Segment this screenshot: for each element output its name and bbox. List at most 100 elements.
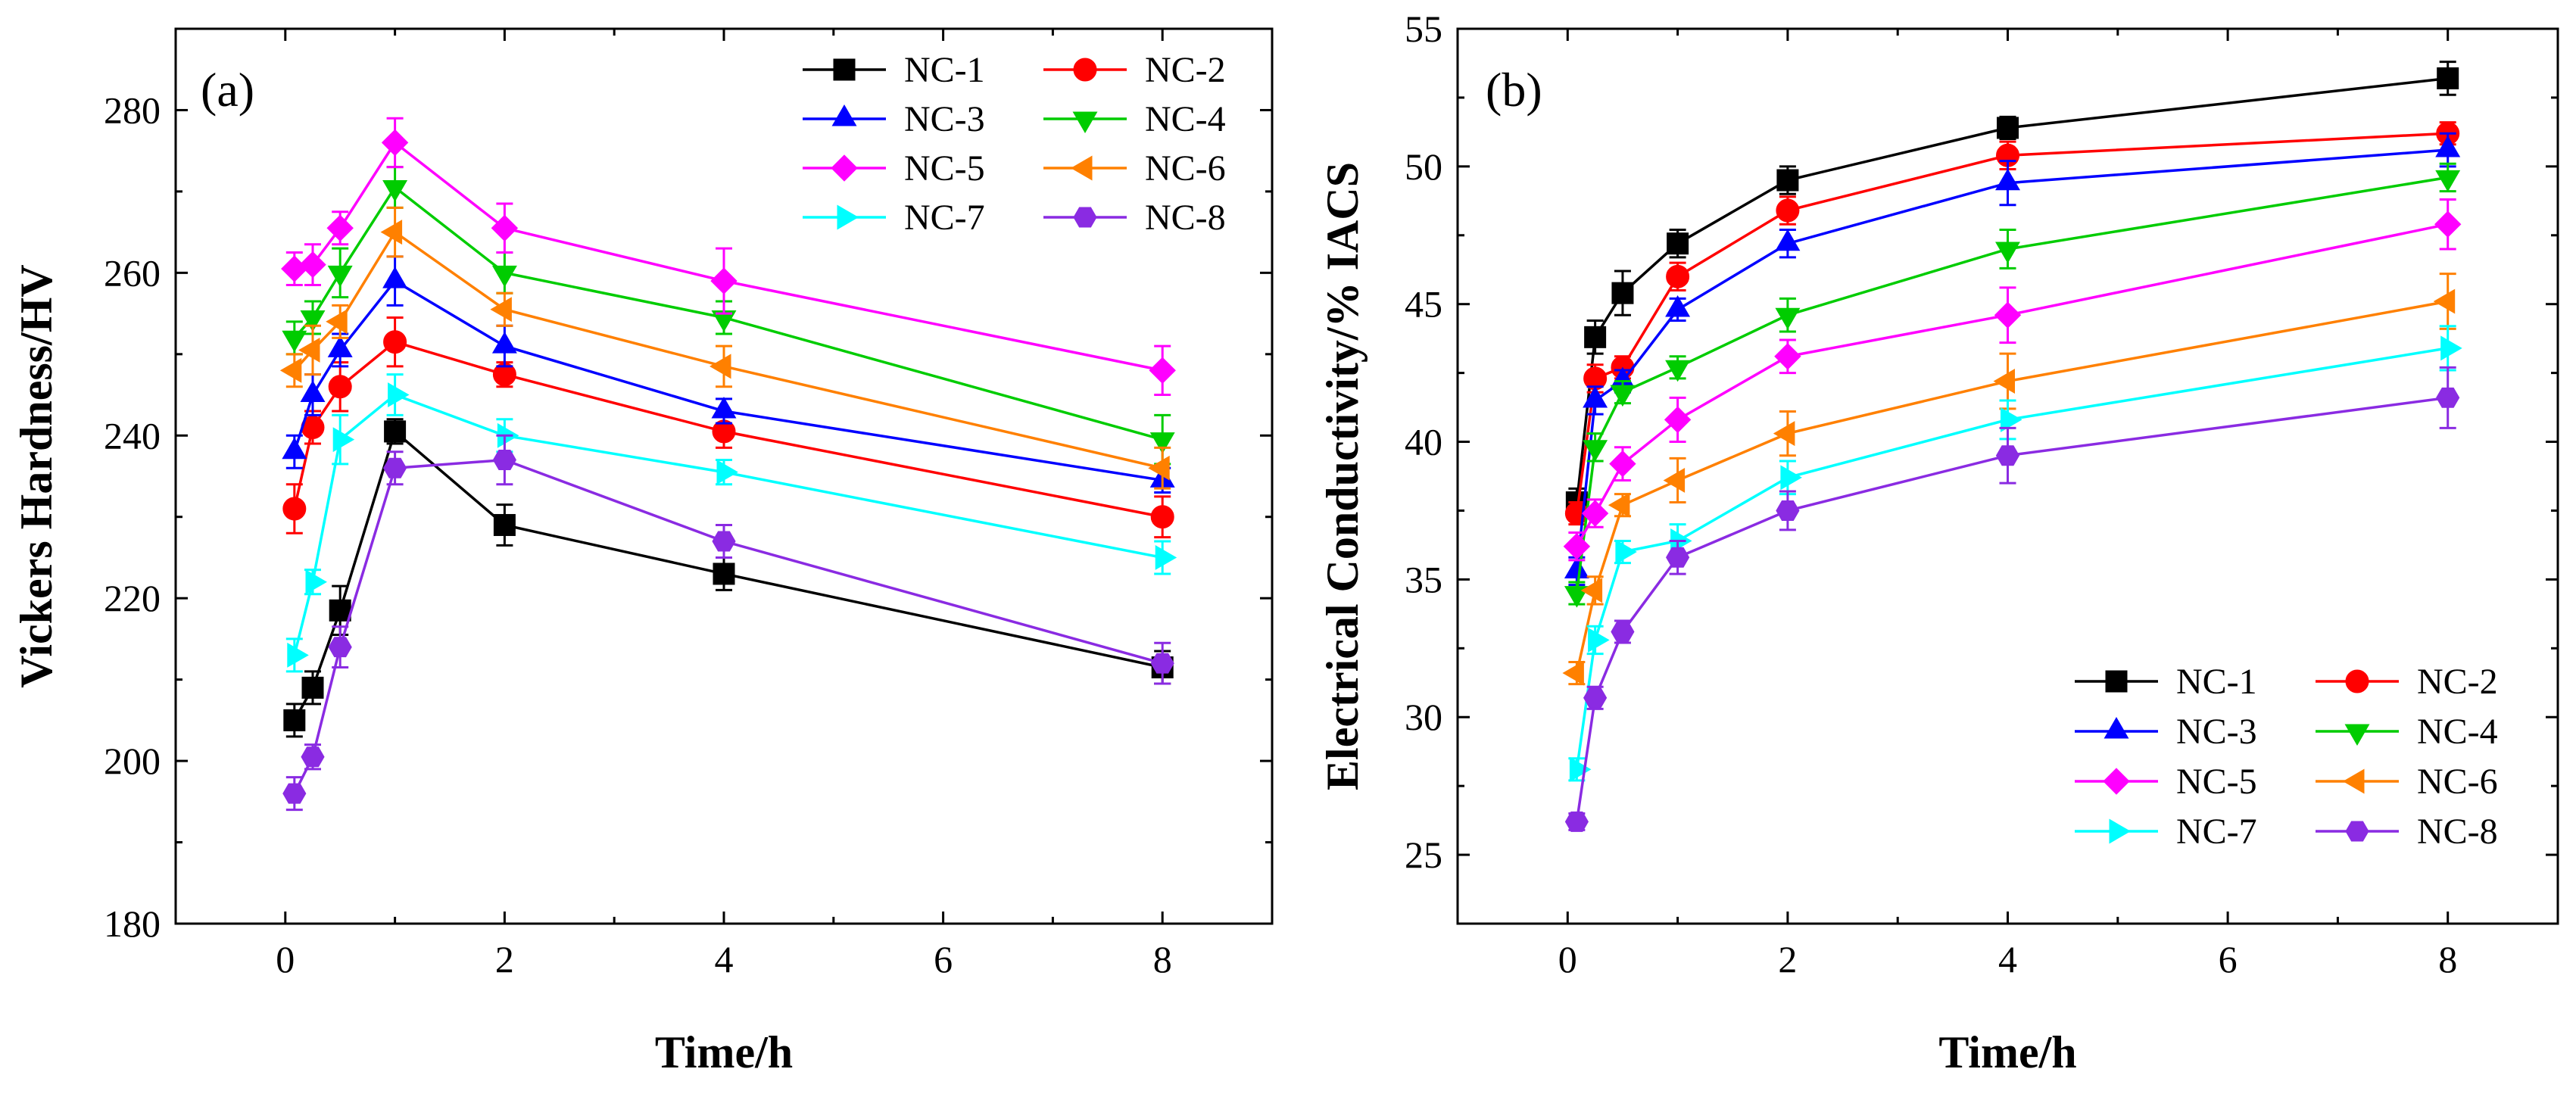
legend-label: NC-8 xyxy=(1145,198,1226,238)
y-tick-label: 30 xyxy=(1405,696,1442,738)
data-point xyxy=(1610,385,1636,407)
legend-label: NC-3 xyxy=(2176,712,2257,752)
legend-marker xyxy=(1073,58,1097,82)
series-nc-6 xyxy=(279,206,1171,490)
series-nc-5 xyxy=(281,117,1176,397)
data-point xyxy=(300,310,326,332)
data-point xyxy=(1584,326,1607,348)
y-tick-label: 25 xyxy=(1405,834,1442,876)
legend-label: NC-1 xyxy=(2176,662,2257,702)
y-tick-label: 280 xyxy=(104,89,161,131)
x-tick-label: 2 xyxy=(1778,938,1797,980)
data-point xyxy=(1611,282,1634,304)
legend-label: NC-7 xyxy=(2176,812,2257,852)
series-nc-4 xyxy=(1564,162,2461,608)
data-point xyxy=(491,265,517,288)
legend-item: NC-8 xyxy=(1043,198,1226,238)
legend-item: NC-3 xyxy=(2075,712,2257,752)
y-tick-label: 260 xyxy=(104,251,161,294)
data-point xyxy=(1564,811,1589,832)
legend-item: NC-6 xyxy=(1043,148,1226,189)
data-point xyxy=(287,642,309,668)
x-tick-label: 0 xyxy=(276,938,295,980)
data-point xyxy=(328,375,352,399)
data-point xyxy=(1995,242,2020,263)
series-nc-3 xyxy=(282,255,1175,494)
data-point xyxy=(713,563,735,585)
legend-item: NC-1 xyxy=(803,50,985,90)
legend-item: NC-4 xyxy=(1043,99,1226,139)
data-point xyxy=(1564,556,1589,578)
legend-item: NC-1 xyxy=(2075,662,2257,702)
series-line xyxy=(1575,148,2448,572)
x-axis-title: Time/h xyxy=(655,1027,793,1077)
data-point xyxy=(380,220,403,245)
data-point xyxy=(1997,117,2019,139)
legend-label: NC-3 xyxy=(904,99,985,139)
series-line xyxy=(293,458,1163,794)
data-point xyxy=(332,427,355,453)
data-point xyxy=(1994,301,2022,329)
chart-panel-b: 0 2 4 6 8 25 30 35 40 45 50 55 Time/h Electrical Cond… xyxy=(1318,8,2559,1077)
legend: NC-1 NC-2 NC-3 NC-4 NC-5 NC-6 NC-7 NC-8 xyxy=(2075,662,2498,852)
data-point xyxy=(1776,500,1800,521)
data-point xyxy=(1776,198,1800,223)
data-point xyxy=(1775,229,1801,251)
legend-item: NC-7 xyxy=(803,198,985,238)
y-axis-title: Electrical Conductivity/% IACS xyxy=(1318,162,1368,790)
series-nc-5 xyxy=(1563,198,2462,562)
data-point xyxy=(1583,386,1608,408)
legend-marker xyxy=(2344,724,2370,746)
legend-label: NC-7 xyxy=(904,198,985,238)
legend-marker xyxy=(1071,155,1093,181)
data-point xyxy=(491,332,517,354)
legend-item: NC-2 xyxy=(1043,50,1226,90)
data-point xyxy=(382,266,408,288)
data-point xyxy=(1666,264,1690,288)
data-point xyxy=(383,457,407,478)
data-point xyxy=(282,437,307,460)
data-point xyxy=(329,599,351,622)
data-point xyxy=(301,746,325,768)
data-point xyxy=(1581,500,1609,527)
data-point xyxy=(279,357,302,383)
data-point xyxy=(2435,170,2461,192)
legend-item: NC-6 xyxy=(2316,762,2498,802)
series-nc-8 xyxy=(1564,366,2460,832)
legend-marker xyxy=(1072,111,1098,133)
chart-panel-a: 0 2 4 6 8 180 200 220 240 260 280 Time/h Vickers Har… xyxy=(11,27,1274,1077)
data-point xyxy=(2436,387,2460,408)
series-nc-7 xyxy=(285,373,1177,673)
legend-item: NC-3 xyxy=(803,99,985,139)
legend-item: NC-5 xyxy=(2075,762,2257,802)
data-point xyxy=(1149,357,1176,385)
data-point xyxy=(1149,432,1175,454)
legend-marker xyxy=(2104,717,2129,739)
series-nc-3 xyxy=(1564,132,2461,587)
x-axis-title: Time/h xyxy=(1938,1027,2076,1077)
legend-marker xyxy=(1073,207,1097,228)
data-point xyxy=(381,129,409,157)
data-point xyxy=(1615,539,1637,565)
data-point xyxy=(1580,578,1603,603)
data-point xyxy=(1583,687,1608,709)
legend-marker xyxy=(833,58,856,81)
y-tick-label: 240 xyxy=(104,414,161,457)
data-point xyxy=(1995,445,2020,466)
x-tick-label: 8 xyxy=(1153,938,1172,980)
legend-marker xyxy=(2105,670,2128,693)
data-point xyxy=(490,297,512,323)
data-point xyxy=(1608,492,1630,518)
legend-label: NC-4 xyxy=(2417,712,2498,752)
series-nc-6 xyxy=(1562,273,2456,686)
legend-marker xyxy=(2103,768,2130,795)
panel-label: (b) xyxy=(1486,63,1542,117)
data-point xyxy=(384,420,407,443)
data-point xyxy=(1148,455,1170,481)
data-point xyxy=(326,214,354,242)
data-point xyxy=(301,676,324,699)
data-point xyxy=(2437,67,2459,89)
legend-marker xyxy=(2345,821,2369,842)
legend-label: NC-4 xyxy=(1145,99,1226,139)
series-line xyxy=(1575,347,2448,770)
